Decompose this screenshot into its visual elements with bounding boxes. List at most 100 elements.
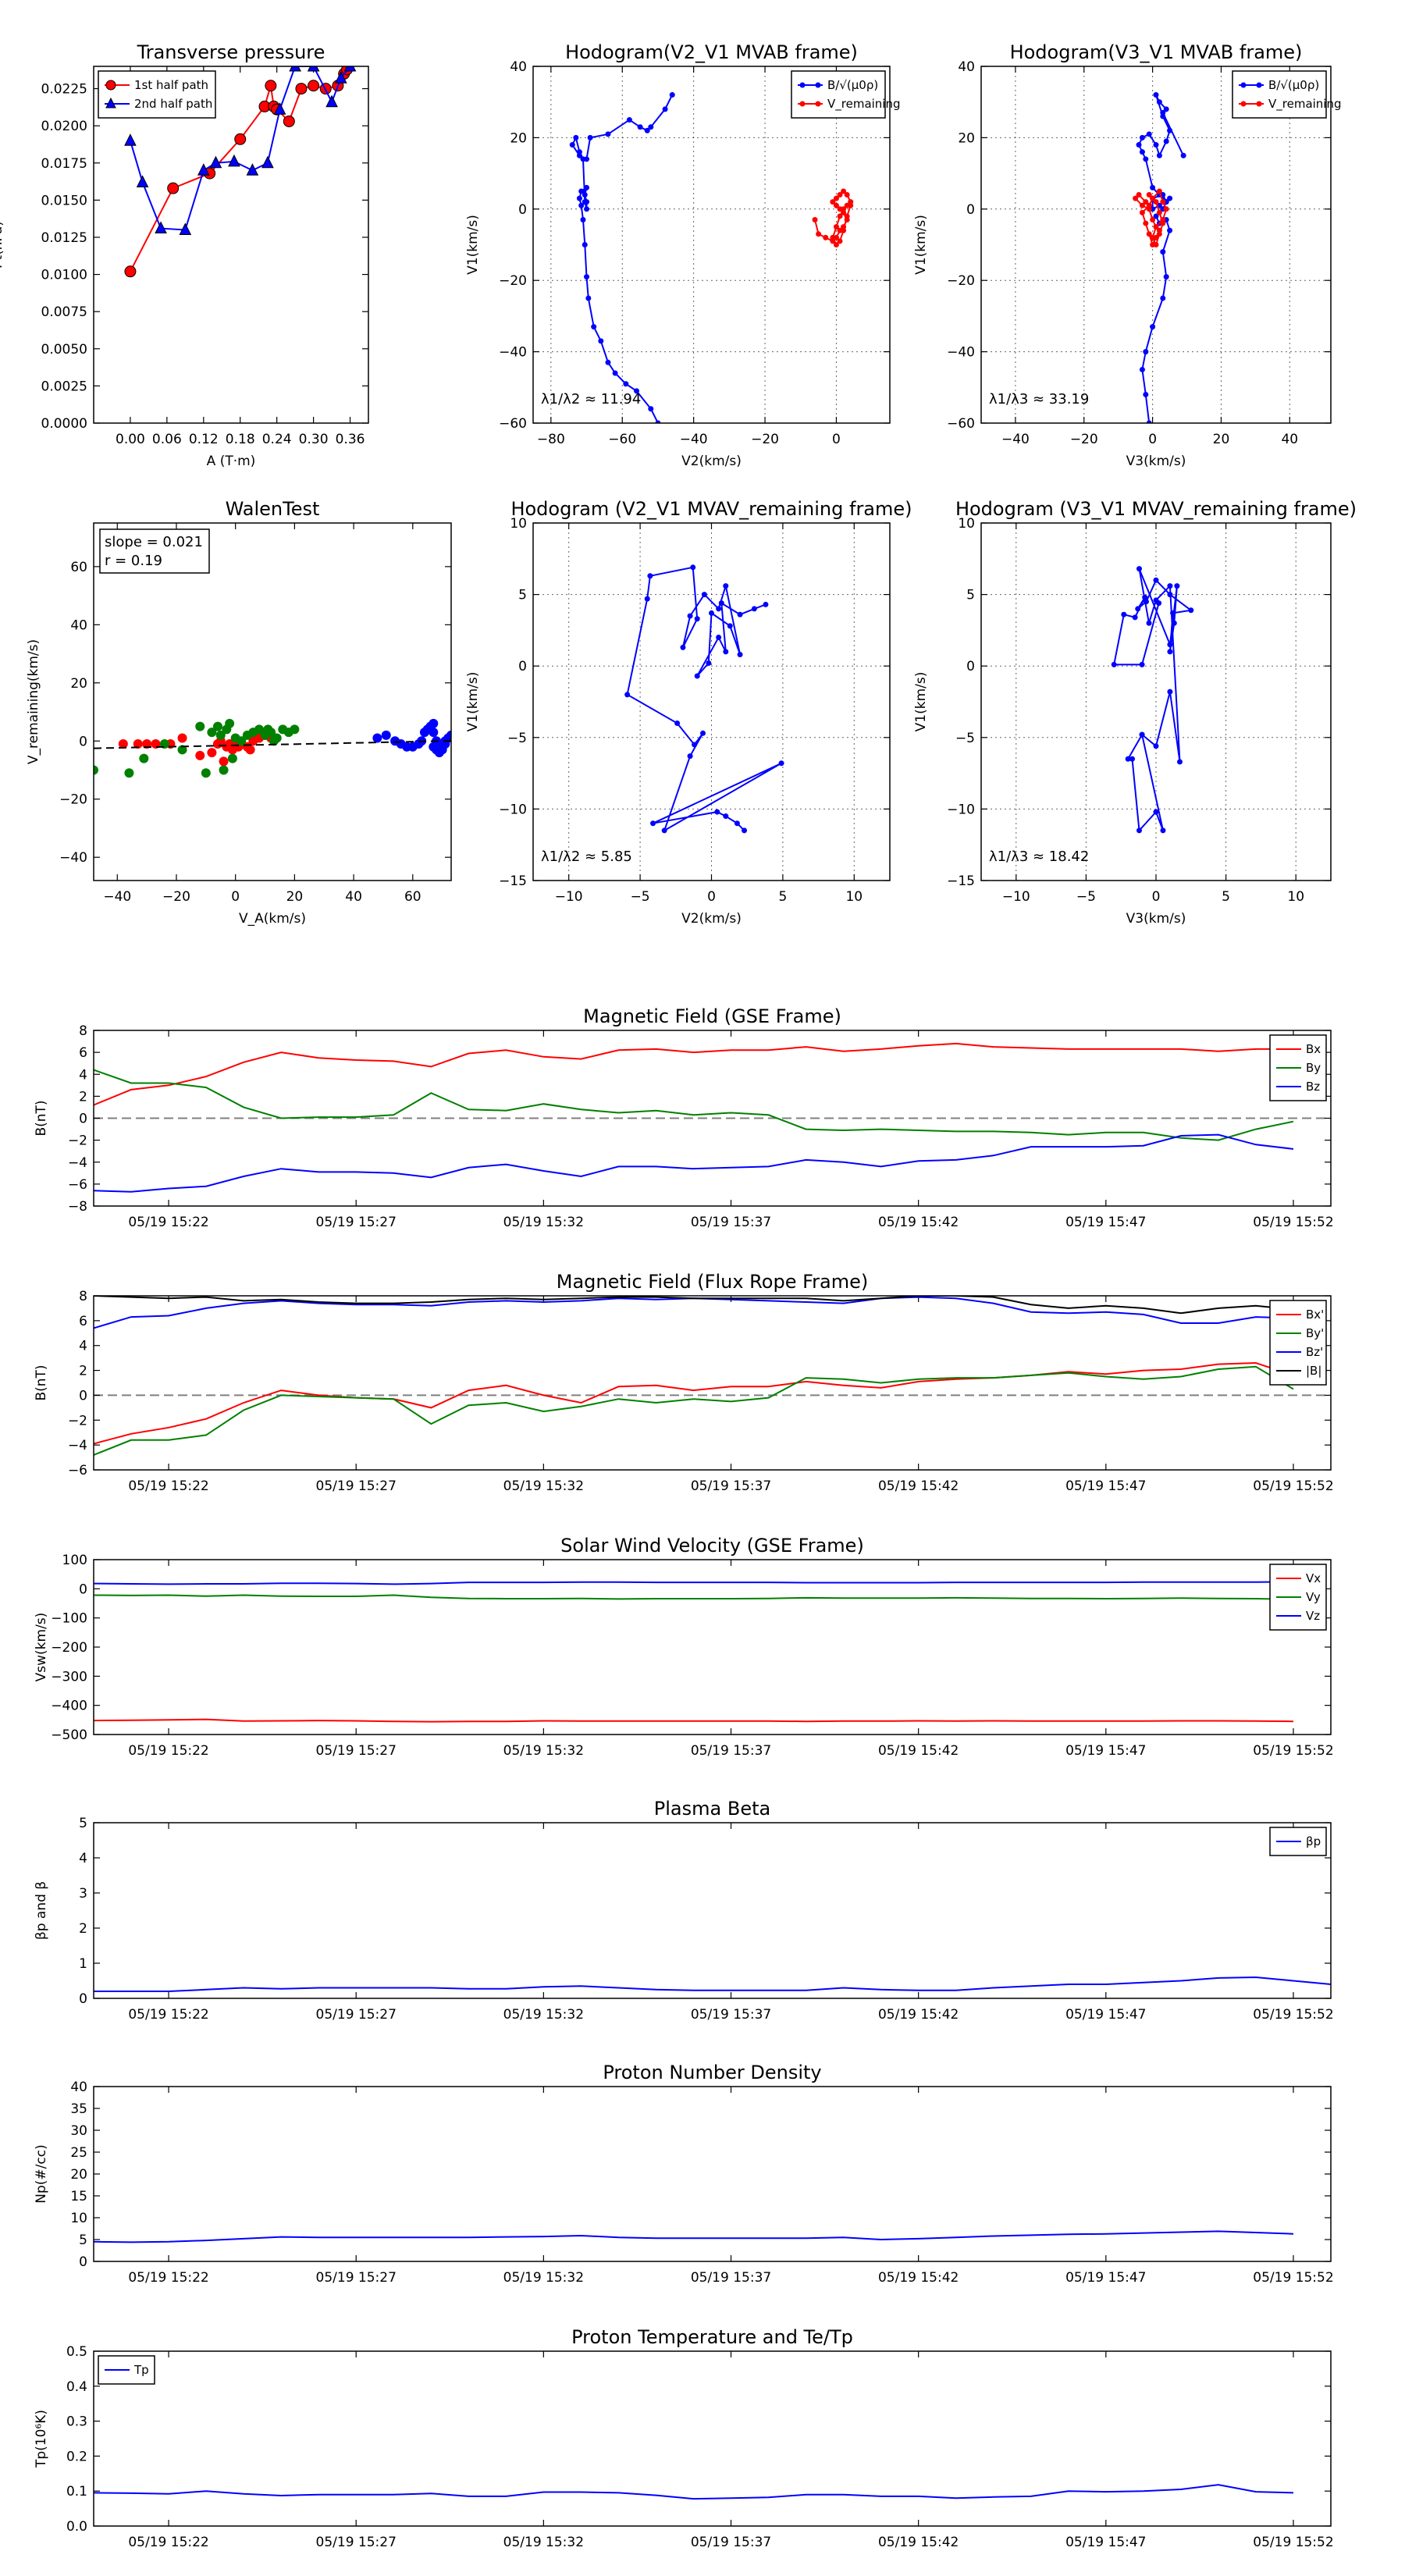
scatter-point: [263, 724, 273, 735]
stats-text: r = 0.19: [105, 553, 162, 569]
data-point: [1125, 756, 1131, 762]
x-tick-label: 05/19 15:52: [1253, 2007, 1333, 2023]
data-np: [94, 2230, 1294, 2243]
y-axis-label: V1(km/s): [465, 672, 481, 732]
data-point: [209, 155, 222, 169]
data-point: [1143, 349, 1149, 355]
data-point: [680, 644, 686, 650]
data-hr2: [624, 564, 784, 834]
x-tick-label: 5: [1222, 889, 1230, 905]
x-tick-label: −20: [1070, 432, 1098, 447]
data-point: [1136, 192, 1142, 198]
scatter-point: [195, 750, 205, 760]
data-point: [1163, 138, 1169, 144]
data-point: [737, 611, 743, 617]
y-tick-label: 20: [958, 130, 975, 146]
scatter-point: [269, 736, 279, 746]
data-point: [644, 596, 650, 602]
y-tick-label: 0.3: [66, 2414, 87, 2430]
data-point: [844, 213, 850, 219]
chart-title: Magnetic Field (Flux Rope Frame): [557, 1271, 868, 1293]
axes-frame: [93, 2086, 1332, 2262]
x-tick-label: 05/19 15:22: [128, 2270, 208, 2286]
y-tick-label: 40: [958, 59, 975, 75]
x-tick-label: 05/19 15:37: [691, 2007, 771, 2023]
x-tick-label: 05/19 15:32: [503, 1743, 584, 1759]
x-tick-label: 05/19 15:47: [1065, 1743, 1146, 1759]
x-axis-label: A (T·m): [207, 454, 256, 469]
data-tp: [94, 2484, 1294, 2500]
legend-marker: [1256, 82, 1262, 88]
x-tick-label: 0.18: [226, 432, 255, 447]
x-tick-label: −20: [162, 889, 190, 905]
data-point: [1160, 199, 1166, 205]
data-point: [1160, 109, 1166, 116]
data-point: [709, 610, 714, 616]
x-tick-label: 05/19 15:37: [691, 2270, 771, 2286]
x-tick-label: 0.36: [336, 432, 365, 447]
data-point: [587, 134, 593, 141]
axes-frame: [93, 66, 369, 424]
x-tick-label: 40: [1281, 432, 1298, 447]
y-tick-label: −6: [68, 1463, 87, 1478]
legend-marker: [1240, 101, 1247, 107]
y-tick-label: 0.0200: [41, 119, 87, 134]
data-point: [626, 117, 632, 123]
series-line-0: [94, 1976, 1331, 1992]
y-tick-label: −10: [947, 802, 975, 817]
y-tick-label: 5: [79, 1816, 87, 1831]
x-tick-label: 05/19 15:52: [1253, 2535, 1333, 2550]
data-point: [1129, 756, 1136, 762]
y-tick-label: 10: [70, 2211, 87, 2226]
y-tick-label: 4: [79, 1339, 87, 1354]
x-tick-label: 05/19 15:32: [503, 2270, 584, 2286]
x-tick-label: 05/19 15:27: [316, 1215, 397, 1230]
x-tick-label: 05/19 15:27: [316, 2535, 397, 2550]
data-point: [1167, 688, 1173, 695]
legend-label: By': [1306, 1326, 1324, 1340]
series-line-0: [94, 2484, 1294, 2500]
axes-frame: [980, 66, 1332, 424]
y-tick-label: 15: [70, 2189, 87, 2204]
data-point: [246, 163, 259, 176]
panel-np: 05/19 15:22 05/19 15:27 05/19 15:32 05/19 1…: [34, 2062, 1334, 2286]
data-point: [334, 71, 347, 84]
chart-title: Hodogram(V2_V1 MVAB frame): [565, 41, 858, 63]
x-tick-label: 10: [845, 889, 863, 905]
x-tick-label: −40: [1001, 432, 1030, 447]
scatter-point: [177, 733, 187, 743]
y-tick-label: 3: [79, 1886, 87, 1902]
legend-label: Bz: [1306, 1080, 1320, 1094]
data-beta: [94, 1976, 1331, 1992]
data-point: [723, 813, 729, 820]
y-tick-label: −40: [499, 345, 527, 361]
data-point: [197, 163, 210, 176]
data-point: [844, 192, 850, 198]
y-axis-label: Tp(10⁶K): [34, 2410, 49, 2468]
x-tick-label: 05/19 15:42: [878, 1743, 959, 1759]
data-point: [289, 66, 301, 72]
data-point: [1180, 152, 1186, 158]
data-point: [1150, 234, 1156, 240]
data-pt: [124, 66, 357, 278]
eigen-ratio-annotation: λ1/λ2 ≈ 5.85: [541, 849, 632, 865]
y-tick-label: 0.0050: [41, 342, 87, 358]
stats-box: [99, 528, 210, 574]
data-point: [612, 370, 618, 376]
x-tick-label: 05/19 15:52: [1253, 1743, 1333, 1759]
legend-label: 1st half path: [134, 78, 208, 92]
x-tick-label: 5: [778, 889, 787, 905]
data-point: [1139, 149, 1145, 155]
data-point: [179, 222, 192, 235]
legend: βp: [1269, 1827, 1327, 1856]
data-point: [584, 274, 590, 280]
series-line-0: [1112, 568, 1193, 833]
x-tick-label: 05/19 15:52: [1253, 1478, 1333, 1494]
legend-label: Bz': [1306, 1345, 1323, 1359]
x-tick-label: 05/19 15:22: [128, 1478, 208, 1494]
chart-title: Plasma Beta: [654, 1798, 770, 1820]
data-point: [1160, 249, 1166, 255]
y-axis-label: βp and β: [34, 1881, 49, 1940]
scatter-point: [195, 721, 205, 731]
data-walen: [94, 718, 451, 778]
